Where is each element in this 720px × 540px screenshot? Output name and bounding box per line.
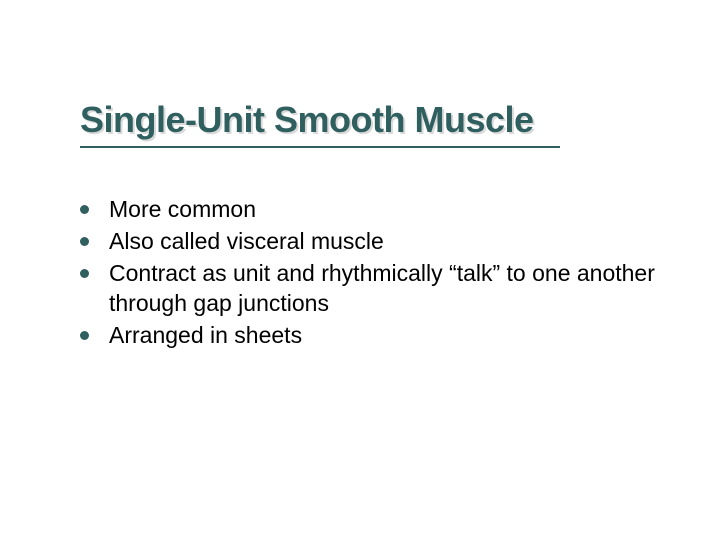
bullet-text: Arranged in sheets — [109, 321, 302, 351]
list-item: Contract as unit and rhythmically “talk”… — [80, 259, 660, 319]
bullet-icon — [80, 237, 89, 246]
bullet-text: Also called visceral muscle — [109, 227, 384, 257]
bullet-icon — [80, 331, 89, 340]
slide-title: Single-Unit Smooth Muscle — [80, 100, 640, 140]
bullet-list: More common Also called visceral muscle … — [80, 195, 660, 352]
slide: Single-Unit Smooth Muscle More common Al… — [0, 0, 720, 540]
bullet-icon — [80, 269, 89, 278]
bullet-icon — [80, 205, 89, 214]
list-item: More common — [80, 195, 660, 225]
bullet-text: Contract as unit and rhythmically “talk”… — [109, 259, 660, 319]
list-item: Arranged in sheets — [80, 321, 660, 351]
list-item: Also called visceral muscle — [80, 227, 660, 257]
bullet-text: More common — [109, 195, 256, 225]
title-block: Single-Unit Smooth Muscle — [80, 100, 640, 148]
title-underline — [80, 146, 560, 148]
